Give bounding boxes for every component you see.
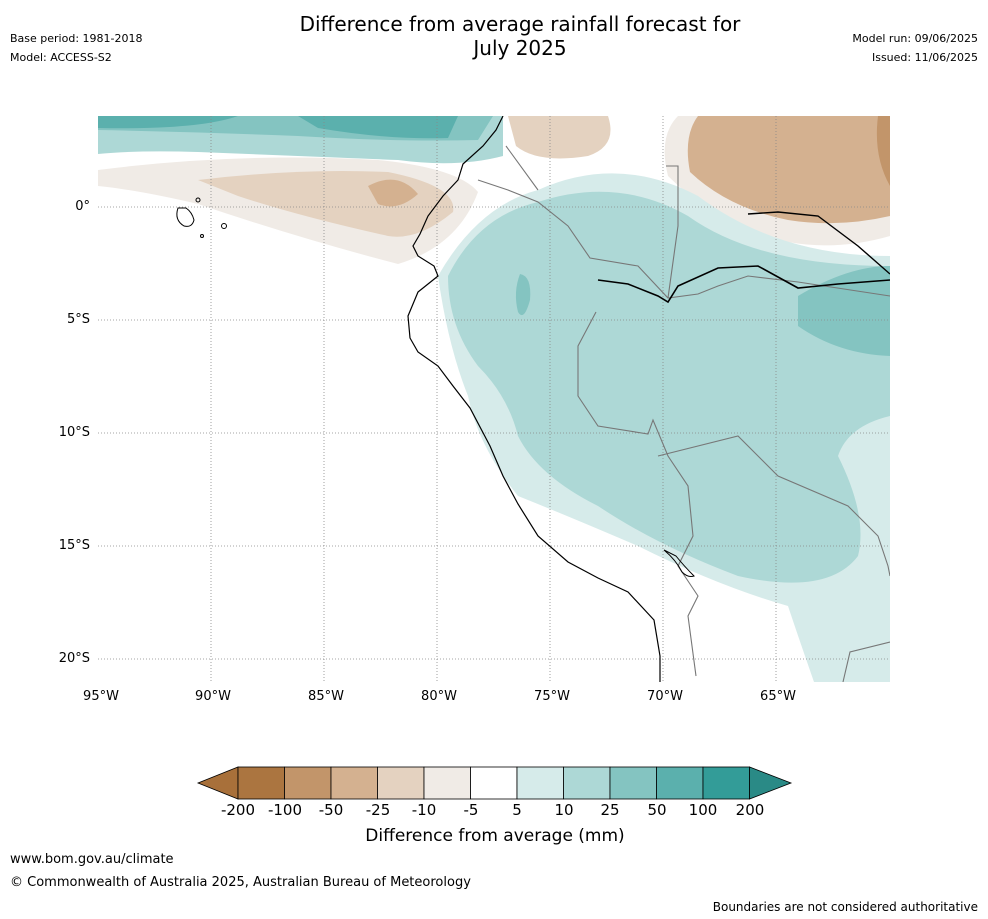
colorbar-segment bbox=[377, 766, 425, 800]
lat-tick: 15°S bbox=[58, 538, 90, 553]
lake-titicaca bbox=[663, 549, 695, 577]
lat-tick: 10°S bbox=[58, 425, 90, 440]
colorbar-segment bbox=[237, 766, 285, 800]
country-borders bbox=[477, 145, 890, 682]
lat-tick: 5°S bbox=[66, 312, 90, 327]
river-north bbox=[747, 211, 890, 275]
colorbar-segment bbox=[516, 766, 564, 800]
galapagos-islands bbox=[176, 197, 227, 238]
rainfall-anomaly-map bbox=[98, 116, 890, 682]
colorbar-arrow-high bbox=[749, 766, 793, 800]
wet-core-small bbox=[515, 274, 531, 316]
wet-region-medium bbox=[448, 191, 890, 583]
colorbar-label: -100 bbox=[267, 801, 303, 819]
colorbar-label: -25 bbox=[365, 801, 391, 819]
colorbar-label: -10 bbox=[411, 801, 437, 819]
lon-tick: 85°W bbox=[308, 689, 344, 704]
lat-tick: 20°S bbox=[58, 651, 90, 666]
teal-band-north-core bbox=[98, 116, 458, 139]
copyright-text: © Commonwealth of Australia 2025, Austra… bbox=[10, 875, 471, 890]
graticule bbox=[98, 116, 890, 682]
dry-patch-colombia bbox=[508, 116, 611, 159]
colorbar-label: -50 bbox=[318, 801, 344, 819]
colorbar-segment bbox=[423, 766, 471, 800]
colorbar-segment bbox=[284, 766, 332, 800]
colorbar-label: 5 bbox=[512, 801, 522, 819]
colorbar-label: -5 bbox=[463, 801, 479, 819]
website-link[interactable]: www.bom.gov.au/climate bbox=[10, 852, 174, 867]
colorbar-label: 10 bbox=[554, 801, 574, 819]
colorbar-arrow-low bbox=[196, 766, 239, 800]
page-title: Difference from average rainfall forecas… bbox=[200, 12, 840, 60]
colorbar bbox=[196, 766, 793, 800]
lat-tick: 0° bbox=[75, 199, 90, 214]
colorbar-label: 50 bbox=[647, 801, 667, 819]
base-period-text: Base period: 1981-2018 bbox=[10, 32, 143, 45]
colorbar-segment bbox=[330, 766, 378, 800]
lon-tick: 95°W bbox=[83, 689, 119, 704]
colorbar-segment bbox=[702, 766, 750, 800]
model-name-text: Model: ACCESS-S2 bbox=[10, 51, 112, 64]
dry-core-pacific bbox=[368, 179, 418, 207]
colorbar-segment bbox=[470, 766, 518, 800]
coastline bbox=[407, 116, 661, 682]
model-run-text: Model run: 09/06/2025 bbox=[852, 32, 978, 45]
lon-tick: 65°W bbox=[760, 689, 796, 704]
wet-core-east bbox=[798, 266, 890, 356]
issued-date-text: Issued: 11/06/2025 bbox=[871, 51, 978, 64]
lon-tick: 80°W bbox=[421, 689, 457, 704]
title-line-2: July 2025 bbox=[473, 36, 567, 60]
disclaimer-text: Boundaries are not considered authoritat… bbox=[712, 900, 978, 914]
colorbar-label: -200 bbox=[220, 801, 256, 819]
colorbar-segment bbox=[563, 766, 611, 800]
colorbar-label: 25 bbox=[600, 801, 620, 819]
colorbar-label: 100 bbox=[688, 801, 718, 819]
title-line-1: Difference from average rainfall forecas… bbox=[299, 12, 741, 36]
amazon-river bbox=[597, 265, 890, 304]
colorbar-label: 200 bbox=[735, 801, 765, 819]
lon-tick: 90°W bbox=[195, 689, 231, 704]
dry-region-northeast-inner bbox=[687, 116, 890, 224]
colorbar-title: Difference from average (mm) bbox=[365, 826, 625, 846]
lon-tick: 70°W bbox=[647, 689, 683, 704]
lon-tick: 75°W bbox=[534, 689, 570, 704]
colorbar-segment bbox=[656, 766, 704, 800]
colorbar-segment bbox=[609, 766, 657, 800]
dry-core-northeast bbox=[876, 116, 890, 186]
